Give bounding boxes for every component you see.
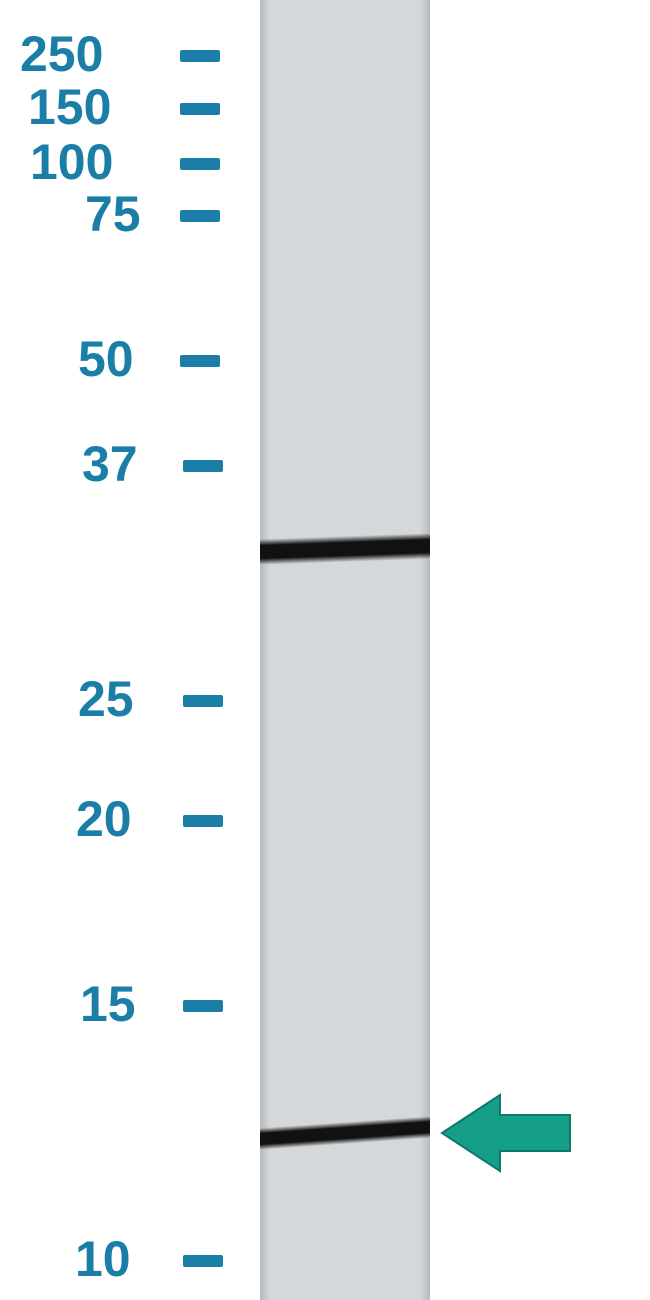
mw-tick-250 — [180, 50, 220, 62]
mw-label-20: 20 — [76, 790, 132, 848]
mw-tick-100 — [180, 158, 220, 170]
mw-tick-10 — [183, 1255, 223, 1267]
mw-label-25: 25 — [78, 670, 134, 728]
mw-label-75: 75 — [85, 185, 141, 243]
mw-tick-15 — [183, 1000, 223, 1012]
mw-label-50: 50 — [78, 330, 134, 388]
mw-label-150: 150 — [28, 78, 111, 136]
mw-label-100: 100 — [30, 133, 113, 191]
mw-tick-25 — [183, 695, 223, 707]
western-blot-figure: 25015010075 50 37 25 20 15 10 — [0, 0, 650, 1300]
arrow-icon — [442, 1095, 570, 1171]
mw-label-15: 15 — [80, 975, 136, 1033]
target-band-arrow — [440, 1090, 580, 1176]
mw-tick-150 — [180, 103, 220, 115]
blot-lane — [260, 0, 430, 1300]
mw-tick-37 — [183, 460, 223, 472]
mw-label-37: 37 — [82, 435, 138, 493]
mw-label-10: 10 — [75, 1230, 131, 1288]
mw-label-250: 250 — [20, 25, 103, 83]
mw-tick-50 — [180, 355, 220, 367]
mw-tick-75 — [180, 210, 220, 222]
mw-tick-20 — [183, 815, 223, 827]
